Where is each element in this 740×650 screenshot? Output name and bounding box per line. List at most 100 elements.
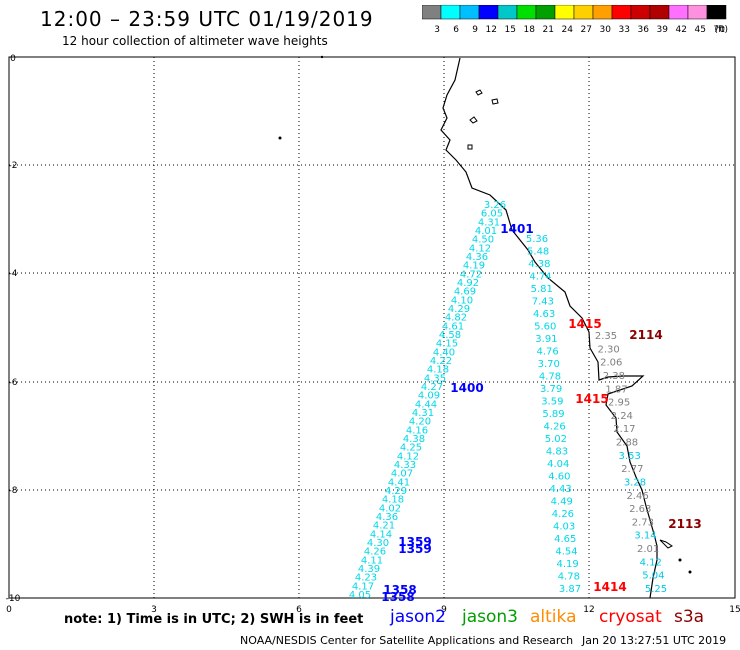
wave-height-label: 4.12 bbox=[469, 243, 491, 254]
wave-height-label: 4.09 bbox=[418, 391, 440, 402]
wave-height-label: 4.05 bbox=[349, 590, 371, 601]
wave-height-label: 2.01 bbox=[637, 544, 659, 555]
wave-height-label: 3.26 bbox=[484, 200, 506, 211]
wave-height-label: 3.79 bbox=[540, 384, 562, 395]
wave-height-label: 5.04 bbox=[642, 571, 664, 582]
wave-height-label: 4.43 bbox=[549, 484, 571, 495]
wave-height-label: 4.36 bbox=[376, 512, 398, 523]
pass-time-label: 1415 bbox=[568, 317, 601, 331]
wave-height-label: 7.43 bbox=[532, 297, 554, 308]
wave-height-label: 4.72 bbox=[460, 269, 482, 280]
legend-label: 33 bbox=[619, 25, 630, 35]
wave-height-label: 4.11 bbox=[361, 555, 383, 566]
satellite-altika-label: altika bbox=[530, 607, 577, 627]
page-subtitle: 12 hour collection of altimeter wave hei… bbox=[62, 34, 328, 48]
wave-height-label: 4.31 bbox=[478, 217, 500, 228]
page-title: 12:00 – 23:59 UTC 01/19/2019 bbox=[40, 7, 374, 31]
pass-time-label: 1400 bbox=[450, 381, 483, 395]
x-tick-label: 9 bbox=[441, 605, 447, 615]
wave-height-label: 4.35 bbox=[424, 373, 446, 384]
pass-time-label: 2113 bbox=[668, 517, 701, 531]
wave-height-label: 4.12 bbox=[397, 451, 419, 462]
lat-lon-grid bbox=[9, 57, 735, 598]
wave-height-label: 4.92 bbox=[457, 278, 479, 289]
legend-label: 45 bbox=[695, 25, 706, 35]
legend-label: 70 bbox=[714, 25, 726, 35]
y-tick-label: 0 bbox=[10, 54, 16, 64]
wave-height-label: 4.25 bbox=[400, 443, 422, 454]
wave-height-label: 4.38 bbox=[528, 259, 550, 270]
wave-height-label: 5.89 bbox=[542, 409, 564, 420]
wave-height-label: 2.35 bbox=[595, 331, 617, 342]
satellite-jason2-label: jason2 bbox=[390, 607, 446, 627]
wave-height-label: 4.78 bbox=[558, 572, 580, 583]
wave-height-label: 2.95 bbox=[608, 398, 630, 409]
wave-height-label: 4.40 bbox=[433, 347, 455, 358]
pass-time-label: 1401 bbox=[500, 222, 533, 236]
wave-height-label: 4.29 bbox=[385, 486, 407, 497]
wave-height-label: 4.16 bbox=[406, 425, 428, 436]
legend-label: 30 bbox=[600, 25, 612, 35]
satellite-s3a-label: s3a bbox=[674, 607, 705, 627]
wave-height-label: 4.39 bbox=[358, 564, 380, 575]
wave-height-label: 4.31 bbox=[412, 408, 434, 419]
wave-height-label: 4.54 bbox=[555, 547, 577, 558]
wave-height-label: 4.23 bbox=[355, 573, 377, 584]
legend-unit: (ft) bbox=[714, 25, 728, 35]
wave-height-label: 4.10 bbox=[451, 295, 473, 306]
wave-height-label: 4.17 bbox=[352, 581, 374, 592]
legend-swatch bbox=[706, 5, 727, 20]
pass-time-label: 1359 bbox=[398, 535, 431, 549]
legend-label: 15 bbox=[505, 25, 516, 35]
wave-height-label: 4.04 bbox=[547, 459, 569, 470]
coastline bbox=[278, 55, 692, 599]
wave-height-label: 3.59 bbox=[541, 397, 563, 408]
wave-height-label: 4.07 bbox=[391, 469, 413, 480]
wave-height-label: 4.61 bbox=[442, 321, 464, 332]
pass-time-label: 1414 bbox=[593, 580, 626, 594]
wave-height-label: 4.78 bbox=[539, 372, 561, 383]
legend-label: 36 bbox=[638, 25, 650, 35]
wave-height-label: 4.83 bbox=[546, 447, 568, 458]
wave-height-label: 4.03 bbox=[553, 522, 575, 533]
legend-label: 3 bbox=[434, 25, 440, 35]
pass-time-label: 1358 bbox=[383, 583, 416, 597]
wave-height-label: 2.77 bbox=[621, 464, 643, 475]
wave-height-label: 4.01 bbox=[475, 226, 497, 237]
wave-height-label: 4.60 bbox=[548, 472, 570, 483]
wave-height-label: 5.60 bbox=[534, 322, 556, 333]
y-tick-label: -6 bbox=[9, 378, 18, 388]
wave-height-label: 4.63 bbox=[533, 309, 555, 320]
wave-height-label: 3.70 bbox=[538, 359, 560, 370]
axis-tick-labels: 0 3 6 9 12 15 0 -2 -4 -6 -8 -10 bbox=[6, 54, 740, 615]
wave-height-label: 4.65 bbox=[554, 534, 576, 545]
y-tick-label: -2 bbox=[9, 161, 18, 171]
satellite-jason3-label: jason3 bbox=[462, 607, 518, 627]
wave-height-label: 4.82 bbox=[445, 313, 467, 324]
wave-height-label: 4.20 bbox=[409, 417, 431, 428]
wave-height-label: 3.91 bbox=[535, 334, 557, 345]
wave-height-label: 4.58 bbox=[439, 330, 461, 341]
wave-height-label: 4.29 bbox=[448, 304, 470, 315]
wave-height-label: 2.24 bbox=[611, 411, 633, 422]
wave-height-label: 5.36 bbox=[526, 234, 548, 245]
wave-height-label: 4.26 bbox=[364, 547, 386, 558]
x-tick-label: 0 bbox=[6, 605, 12, 615]
wave-height-label: 1.87 bbox=[605, 384, 627, 395]
x-tick-label: 15 bbox=[729, 605, 740, 615]
wave-height-label: 2.73 bbox=[632, 517, 654, 528]
wave-height-label: 4.19 bbox=[557, 559, 579, 570]
legend-label: 27 bbox=[581, 25, 592, 35]
wave-height-label: 4.38 bbox=[403, 434, 425, 445]
wave-height-label: 4.69 bbox=[454, 287, 476, 298]
pass-time-label: 1358 bbox=[381, 590, 414, 604]
satellite-cryosat-label: cryosat bbox=[599, 607, 662, 627]
wave-height-label: 4.76 bbox=[536, 347, 558, 358]
wave-height-label: 4.22 bbox=[430, 356, 452, 367]
pass-time-label: 1415 bbox=[575, 392, 608, 406]
wave-height-label: 2.63 bbox=[629, 504, 651, 515]
wave-height-label: 4.41 bbox=[388, 477, 410, 488]
wave-height-label: 4.30 bbox=[367, 538, 389, 549]
wave-height-label: 4.19 bbox=[463, 261, 485, 272]
